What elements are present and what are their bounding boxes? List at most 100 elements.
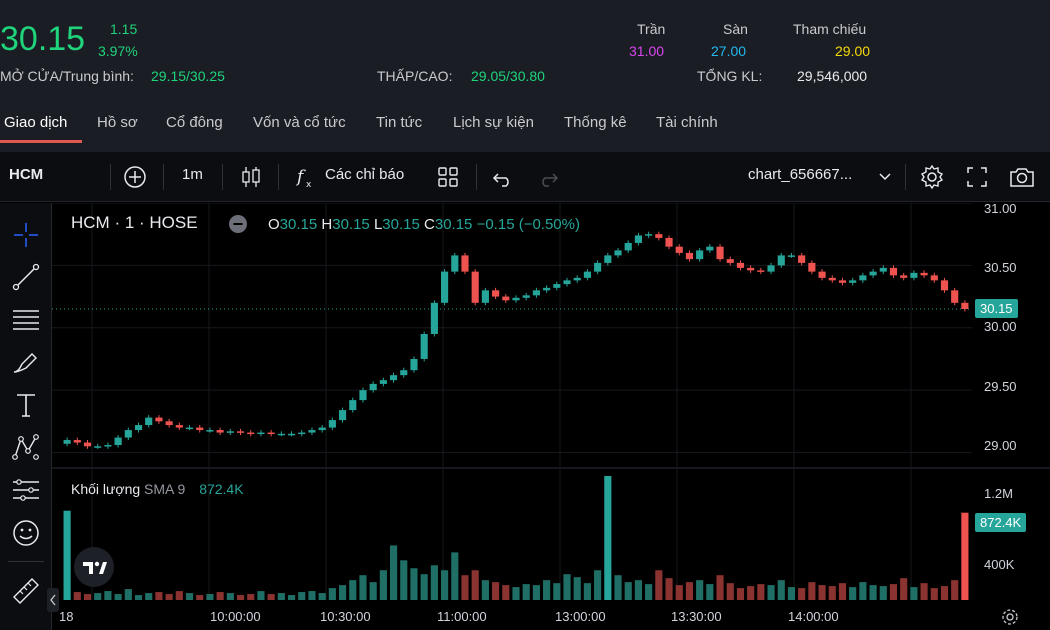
chevron-down-icon[interactable]	[879, 172, 891, 182]
indicators-fx-icon[interactable]: f x	[295, 165, 319, 189]
candle-body	[114, 437, 122, 446]
candle-body	[553, 284, 561, 288]
candle-body	[512, 297, 520, 301]
volume-bar	[961, 512, 969, 600]
indicators-button[interactable]: Các chỉ báo	[325, 166, 405, 183]
chart-symbol-title: HCM · 1 · HOSE	[71, 213, 198, 232]
candle-body	[604, 255, 612, 263]
candle-body	[736, 262, 745, 268]
tab-financials[interactable]: Tài chính	[656, 114, 718, 131]
tab-trading[interactable]: Giao dịch	[4, 114, 68, 131]
gear-icon[interactable]	[919, 164, 945, 190]
symbol-search[interactable]: HCM	[9, 166, 44, 183]
candle-body	[298, 432, 306, 435]
low-high-value: 29.05/30.80	[471, 68, 545, 84]
candle-body	[808, 262, 816, 272]
collapse-toolbar-chevron-icon[interactable]	[47, 588, 59, 612]
reference-label: Tham chiếu	[793, 21, 867, 37]
open-avg-value: 29.15/30.25	[151, 68, 225, 84]
forecast-icon[interactable]	[10, 474, 42, 506]
fullscreen-icon[interactable]	[966, 166, 988, 188]
candle-body	[716, 246, 724, 260]
redo-icon[interactable]	[537, 166, 559, 188]
tab-statistics[interactable]: Thống kê	[564, 114, 627, 131]
tradingview-logo[interactable]	[74, 547, 114, 587]
volume-bar	[155, 592, 163, 600]
open-avg-label: MỞ CỬA/Trung bình:	[0, 68, 134, 84]
candle-body	[379, 380, 387, 384]
layout-grid-icon[interactable]	[437, 166, 459, 188]
high-value: 30.15	[332, 216, 370, 233]
volume-bar	[522, 584, 530, 600]
candle-body	[492, 290, 500, 297]
candle-body	[390, 375, 398, 381]
tab-profile[interactable]: Hồ sơ	[97, 114, 138, 131]
candle-body	[951, 290, 959, 303]
candle-body	[185, 427, 194, 430]
candle-body	[349, 400, 357, 411]
open-label: O	[268, 216, 280, 233]
price-chart[interactable]	[52, 203, 1050, 630]
candlestick-type-icon[interactable]	[240, 165, 262, 189]
layout-name-dropdown[interactable]: chart_656667...	[748, 166, 853, 183]
time-axis-label: 18	[59, 609, 74, 624]
pattern-icon[interactable]	[10, 431, 42, 463]
tool-divider	[8, 561, 44, 562]
price-change-percent: 3.97%	[98, 43, 138, 59]
camera-icon[interactable]	[1008, 165, 1036, 189]
tab-events[interactable]: Lịch sự kiện	[453, 114, 534, 131]
open-value: 30.15	[279, 216, 318, 233]
volume-bar	[308, 591, 316, 600]
last-price: 30.15	[0, 20, 86, 58]
candle-body	[338, 410, 347, 421]
toolbar-divider	[278, 164, 279, 190]
candle-body	[706, 246, 714, 251]
ruler-icon[interactable]	[10, 575, 42, 607]
brush-icon[interactable]	[10, 346, 42, 378]
time-axis-label: 10:00:00	[210, 609, 261, 624]
collapse-legend-icon[interactable]	[228, 214, 248, 234]
low-value: 30.15	[382, 216, 420, 233]
candle-body	[828, 277, 836, 281]
volume-bar	[104, 591, 112, 600]
candle-body	[481, 290, 489, 303]
floor-label: Sàn	[723, 21, 748, 37]
volume-label: Khối lượng	[71, 481, 141, 497]
volume-bar	[206, 594, 214, 600]
volume-bar	[798, 588, 806, 600]
volume-bar	[83, 594, 92, 600]
active-tab-indicator	[0, 140, 82, 143]
volume-bar	[930, 588, 938, 600]
volume-bar	[808, 582, 816, 600]
undo-icon[interactable]	[492, 166, 514, 188]
chart-settings-icon[interactable]	[1000, 607, 1020, 627]
price-axis-label: 31.00	[984, 201, 1017, 216]
volume-bar	[645, 584, 653, 600]
candle-body	[543, 287, 551, 291]
candle-body	[910, 272, 918, 278]
fib-retracement-icon[interactable]	[10, 303, 42, 335]
crosshair-icon[interactable]	[10, 219, 42, 251]
candle-body	[573, 277, 581, 281]
tab-capital-dividends[interactable]: Vốn và cổ tức	[253, 114, 346, 131]
interval-button[interactable]: 1m	[182, 166, 203, 183]
trend-line-icon[interactable]	[10, 261, 42, 293]
volume-bar	[73, 592, 81, 600]
volume-bar	[910, 587, 918, 600]
reference-value: 29.00	[835, 43, 871, 59]
candle-body	[665, 237, 673, 247]
tab-news[interactable]: Tin tức	[376, 114, 423, 131]
price-axis-label: 30.00	[984, 319, 1017, 334]
svg-text:x: x	[306, 180, 312, 189]
tab-shareholders[interactable]: Cổ đông	[166, 114, 223, 131]
tradingview-logo-icon	[83, 561, 107, 574]
volume-bar	[410, 568, 418, 600]
smiley-icon[interactable]	[10, 517, 42, 549]
candle-body	[859, 275, 867, 281]
total-volume-label: TỔNG KL:	[697, 68, 763, 84]
compare-plus-icon[interactable]	[123, 165, 147, 189]
volume-bar	[665, 578, 673, 600]
text-tool-icon[interactable]	[10, 389, 42, 421]
volume-bar	[553, 583, 561, 600]
volume-bar	[777, 580, 785, 600]
